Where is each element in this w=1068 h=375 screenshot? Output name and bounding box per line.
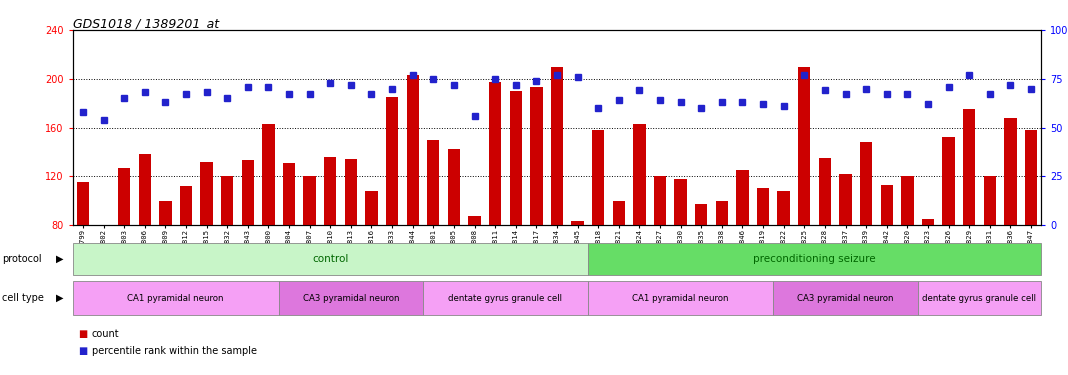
Bar xyxy=(551,67,563,225)
Bar xyxy=(654,176,666,225)
Bar xyxy=(963,109,975,225)
Bar xyxy=(917,281,1041,315)
Text: CA3 pyramidal neuron: CA3 pyramidal neuron xyxy=(797,294,894,303)
Bar xyxy=(587,243,1041,274)
Bar xyxy=(241,160,254,225)
Text: cell type: cell type xyxy=(2,293,44,303)
Bar xyxy=(798,67,811,225)
Text: preconditioning seizure: preconditioning seizure xyxy=(753,254,876,264)
Bar xyxy=(901,176,913,225)
Bar xyxy=(386,97,398,225)
Bar xyxy=(757,188,769,225)
Bar xyxy=(530,87,543,225)
Bar xyxy=(880,185,893,225)
Bar xyxy=(695,204,707,225)
Bar xyxy=(139,154,151,225)
Text: ■: ■ xyxy=(78,329,88,339)
Text: protocol: protocol xyxy=(2,254,42,264)
Bar xyxy=(509,91,522,225)
Bar xyxy=(447,149,460,225)
Bar xyxy=(716,201,728,225)
Text: CA1 pyramidal neuron: CA1 pyramidal neuron xyxy=(632,294,728,303)
Bar xyxy=(984,176,996,225)
Bar xyxy=(592,130,604,225)
Text: percentile rank within the sample: percentile rank within the sample xyxy=(92,346,256,355)
Bar xyxy=(633,124,645,225)
Text: ▶: ▶ xyxy=(56,293,63,303)
Bar xyxy=(221,176,234,225)
Bar xyxy=(674,179,687,225)
Text: GDS1018 / 1389201_at: GDS1018 / 1389201_at xyxy=(73,17,219,30)
Bar xyxy=(263,124,274,225)
Bar xyxy=(407,75,419,225)
Text: CA1 pyramidal neuron: CA1 pyramidal neuron xyxy=(127,294,224,303)
Text: count: count xyxy=(92,329,120,339)
Text: dentate gyrus granule cell: dentate gyrus granule cell xyxy=(923,294,1036,303)
Bar xyxy=(613,201,625,225)
Text: control: control xyxy=(312,254,348,264)
Bar xyxy=(283,163,295,225)
Bar xyxy=(587,281,773,315)
Bar xyxy=(819,158,831,225)
Bar xyxy=(303,176,316,225)
Bar xyxy=(571,221,584,225)
Text: CA3 pyramidal neuron: CA3 pyramidal neuron xyxy=(302,294,399,303)
Bar xyxy=(736,170,749,225)
Bar xyxy=(423,281,587,315)
Bar xyxy=(489,82,501,225)
Bar xyxy=(97,225,110,227)
Bar xyxy=(73,281,279,315)
Bar xyxy=(179,186,192,225)
Bar xyxy=(942,137,955,225)
Bar xyxy=(469,216,481,225)
Bar xyxy=(839,174,851,225)
Bar xyxy=(427,140,440,225)
Text: ▶: ▶ xyxy=(56,254,63,264)
Bar xyxy=(73,243,587,274)
Bar xyxy=(279,281,423,315)
Bar xyxy=(201,162,213,225)
Bar xyxy=(77,182,89,225)
Bar xyxy=(1004,118,1017,225)
Bar xyxy=(345,159,357,225)
Bar xyxy=(117,168,130,225)
Bar xyxy=(860,142,873,225)
Bar xyxy=(773,281,917,315)
Text: dentate gyrus granule cell: dentate gyrus granule cell xyxy=(449,294,563,303)
Bar xyxy=(1025,130,1037,225)
Bar xyxy=(778,191,790,225)
Bar xyxy=(324,157,336,225)
Bar xyxy=(159,201,172,225)
Bar xyxy=(365,191,378,225)
Text: ■: ■ xyxy=(78,346,88,355)
Bar xyxy=(922,219,934,225)
